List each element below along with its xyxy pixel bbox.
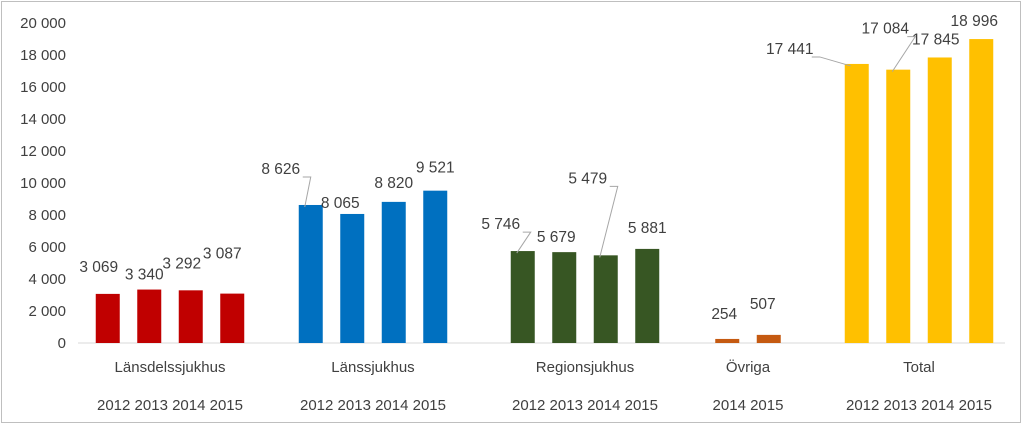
year-labels: 2012 2013 2014 2015	[300, 397, 446, 414]
year-labels: 2012 2013 2014 2015	[512, 397, 658, 414]
bar	[635, 248, 660, 343]
bar	[178, 290, 203, 343]
y-tick-label: 12 000	[20, 143, 66, 160]
bar	[298, 204, 323, 343]
y-tick-label: 18 000	[20, 47, 66, 64]
y-tick-label: 14 000	[20, 111, 66, 128]
data-label-leader	[811, 56, 851, 67]
data-label: 3 087	[203, 246, 242, 263]
data-label-leader	[599, 185, 619, 258]
bar	[756, 334, 781, 343]
bar	[593, 255, 618, 343]
category-label: Övriga	[726, 358, 771, 376]
bar	[340, 213, 365, 343]
y-tick-label: 2 000	[28, 303, 66, 320]
bar	[95, 293, 120, 343]
data-label: 5 746	[481, 216, 520, 233]
y-tick-label: 16 000	[20, 79, 66, 96]
data-label: 3 340	[125, 267, 164, 284]
y-tick-label: 10 000	[20, 175, 66, 192]
data-label: 8 065	[321, 195, 360, 212]
data-label: 5 679	[537, 229, 576, 246]
y-tick-label: 6 000	[28, 239, 66, 256]
category-label: Länssjukhus	[331, 359, 414, 376]
data-label-leader	[516, 231, 532, 254]
y-tick-label: 0	[58, 335, 66, 352]
bar	[220, 293, 245, 343]
data-label: 3 292	[162, 255, 201, 272]
data-label-leader	[891, 36, 917, 72]
bar	[927, 57, 952, 343]
bar	[969, 39, 994, 344]
category-label: Regionsjukhus	[536, 359, 634, 376]
bar	[381, 201, 406, 343]
bar	[844, 63, 869, 343]
bar	[552, 252, 577, 343]
data-label: 17 845	[912, 31, 959, 48]
bar	[715, 338, 740, 343]
data-label: 17 084	[862, 21, 910, 38]
data-label: 5 881	[628, 220, 667, 237]
year-labels: 2012 2013 2014 2015	[846, 397, 992, 414]
data-label: 8 626	[261, 161, 300, 178]
data-label-leader	[302, 176, 312, 208]
data-label: 9 521	[416, 160, 455, 177]
data-label: 5 479	[568, 170, 607, 187]
bar	[137, 289, 162, 343]
data-label: 17 441	[766, 41, 813, 58]
data-label: 8 820	[374, 175, 413, 192]
data-label: 254	[711, 306, 737, 323]
y-tick-label: 20 000	[20, 15, 66, 32]
category-label: Total	[903, 359, 935, 376]
year-labels: 2014 2015	[713, 397, 784, 414]
year-labels: 2012 2013 2014 2015	[97, 397, 243, 414]
bar	[886, 69, 911, 343]
data-label: 507	[750, 296, 776, 313]
data-label: 18 996	[951, 13, 998, 30]
bar	[510, 251, 535, 343]
y-tick-label: 4 000	[28, 271, 66, 288]
category-label: Länsdelssjukhus	[115, 359, 226, 376]
bar	[423, 190, 448, 343]
data-label: 3 069	[79, 259, 118, 276]
y-tick-label: 8 000	[28, 207, 66, 224]
